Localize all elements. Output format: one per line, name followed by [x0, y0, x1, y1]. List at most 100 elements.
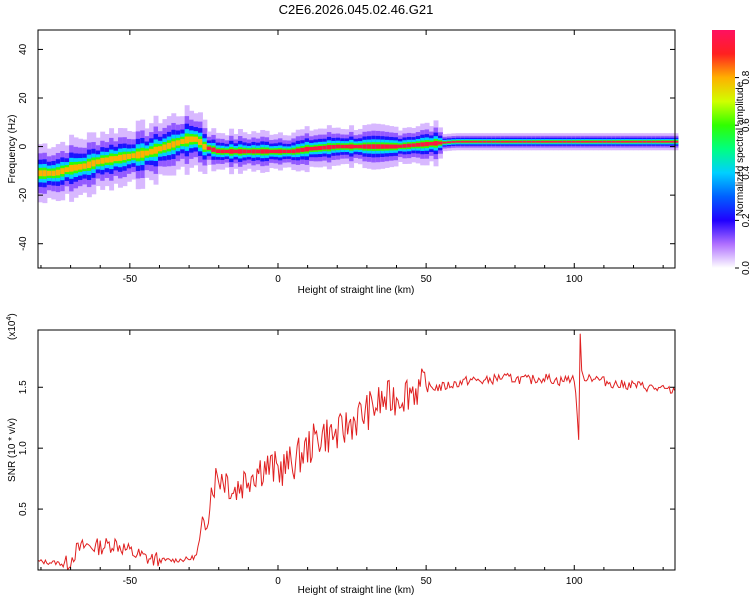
heatmap-cell	[86, 161, 92, 169]
heatmap-cell	[166, 142, 172, 149]
heatmap-cell	[549, 140, 555, 143]
spectrogram-y-tick-label: -20	[18, 187, 29, 202]
spectrogram-x-tick-label: 50	[421, 274, 433, 285]
heatmap-cell	[451, 141, 457, 143]
heatmap-cell	[273, 149, 279, 154]
heatmap-cell	[517, 140, 523, 143]
heatmap-cell	[69, 164, 75, 172]
snr-y-axis-label: SNR (10 * v/v)	[7, 418, 18, 482]
heatmap-cell	[406, 143, 412, 148]
heatmap-cell	[313, 146, 319, 151]
spectrogram-y-tick-label: -40	[18, 236, 29, 251]
heatmap-cell	[611, 140, 617, 143]
spectrogram-y-tick-label: 40	[18, 43, 29, 55]
heatmap-cell	[51, 170, 57, 176]
heatmap-cell	[300, 147, 306, 152]
heatmap-cell	[415, 142, 421, 147]
heatmap-cell	[637, 140, 643, 143]
heatmap-cell	[117, 154, 123, 161]
heatmap-cell	[153, 146, 159, 154]
heatmap-cell	[260, 149, 266, 154]
snr-y-tick-label: 0.5	[18, 502, 29, 516]
heatmap-cell	[602, 140, 608, 143]
heatmap-cell	[522, 140, 528, 143]
heatmap-cell	[553, 140, 559, 143]
heatmap-cell	[282, 149, 288, 154]
heatmap-cell	[317, 146, 323, 150]
heatmap-cell	[491, 140, 497, 143]
heatmap-cell	[349, 144, 355, 149]
colorbar-tick-label: 0.6	[741, 118, 750, 132]
heatmap-cell	[140, 150, 146, 158]
snr-x-tick-label: 50	[421, 576, 433, 587]
heatmap-cell	[233, 149, 239, 154]
heatmap-cell	[402, 144, 408, 148]
heatmap-cell	[673, 140, 679, 143]
heatmap-cell	[429, 141, 435, 146]
heatmap-cell	[340, 144, 346, 149]
heatmap-cell	[220, 149, 226, 154]
heatmap-cell	[629, 140, 635, 143]
heatmap-cell	[473, 140, 479, 143]
heatmap-cell	[326, 145, 332, 150]
heatmap-cell	[633, 140, 639, 143]
heatmap-cell	[295, 148, 301, 153]
heatmap-cell	[60, 168, 66, 175]
heatmap-cell	[211, 147, 217, 152]
heatmap-cell	[131, 153, 137, 159]
snr-x-tick-label: 0	[275, 576, 281, 587]
heatmap-cell	[77, 164, 83, 170]
heatmap-cell	[362, 144, 368, 149]
spectrogram-frame	[37, 29, 676, 269]
chart-title: C2E6.2026.045.02.46.G21	[279, 2, 434, 17]
heatmap-cell	[437, 141, 443, 145]
heatmap-cell	[393, 144, 399, 149]
heatmap-cell	[544, 140, 550, 143]
heatmap-cell	[433, 141, 439, 146]
heatmap-cell	[620, 140, 626, 143]
colorbar-tick-label: 0.2	[741, 213, 750, 227]
snr-series-line	[38, 333, 675, 570]
heatmap-cell	[331, 144, 337, 149]
colorbar-label: Normalized spectral amplitude	[735, 81, 746, 216]
snr-axis-ticks: -50 0 50 100 0.5 1.0 1.5	[18, 330, 675, 587]
heatmap-cell	[157, 146, 163, 152]
snr-x-tick-label: 100	[566, 576, 583, 587]
heatmap-cell	[193, 136, 199, 142]
heatmap-cell	[615, 140, 621, 143]
heatmap-cell	[357, 144, 363, 149]
heatmap-cell	[597, 140, 603, 143]
heatmap-cell	[513, 140, 519, 143]
spectrogram-axis-ticks: -50 0 50 100 -40 -20 0 20 40	[18, 30, 675, 285]
heatmap-cell	[113, 156, 119, 162]
heatmap-cell	[224, 149, 230, 154]
heatmap-cell	[509, 140, 515, 143]
heatmap-cell	[424, 141, 430, 147]
heatmap-cell	[646, 140, 652, 143]
colorbar-gradient	[712, 30, 735, 268]
spectrogram-y-tick-label: 20	[18, 92, 29, 104]
heatmap-cell	[366, 144, 372, 149]
heatmap-cell	[144, 150, 150, 156]
heatmap-cell	[95, 159, 101, 165]
spectrogram-panel: -50 0 50 100 -40 -20 0 20 40 Height of straight …	[7, 29, 679, 296]
heatmap-cell	[660, 140, 666, 143]
heatmap-cell	[411, 143, 417, 147]
heatmap-cell	[593, 140, 599, 143]
heatmap-cell	[100, 157, 106, 164]
heatmap-cell	[104, 157, 110, 163]
heatmap-cell	[540, 140, 546, 143]
heatmap-cell	[446, 141, 452, 144]
heatmap-cell	[504, 140, 510, 143]
heatmap-cell	[109, 156, 115, 163]
snr-y-tick-label: 1.5	[18, 380, 29, 394]
heatmap-cell	[495, 140, 501, 143]
heatmap-cell	[197, 139, 203, 145]
heatmap-cell	[91, 160, 97, 167]
heatmap-cell	[135, 151, 141, 159]
heatmap-cell	[269, 149, 275, 154]
colorbar: 0.0 0.2 0.4 0.6 0.8 Normalized spectral ampl…	[712, 30, 750, 275]
heatmap-cell	[215, 149, 221, 154]
heatmap-cell	[184, 136, 190, 144]
